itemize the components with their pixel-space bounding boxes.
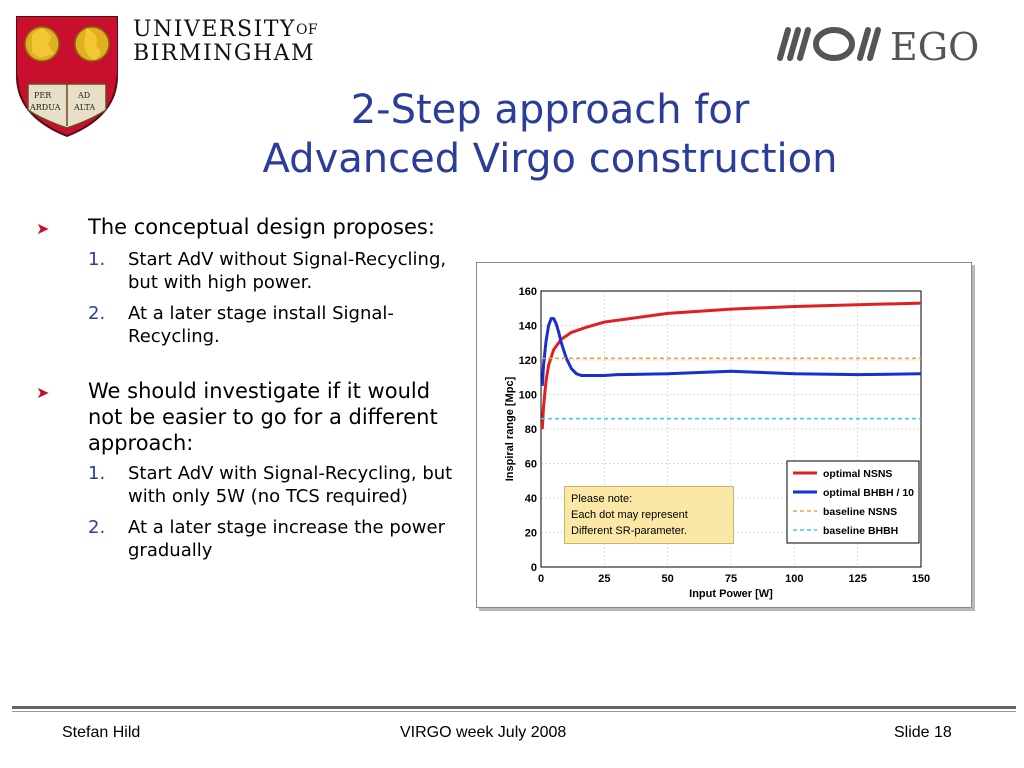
- x-tick-label: 150: [912, 573, 930, 585]
- legend-entry: baseline BHBH: [823, 525, 898, 537]
- note-line1: Please note:: [571, 493, 633, 505]
- university-crest-logo: PER AD ARDUA ALTA: [16, 16, 118, 138]
- crest-motto-ardua: ARDUA: [29, 103, 61, 112]
- sub-item: 1. Start AdV with Signal-Recycling, but …: [88, 462, 466, 508]
- university-line1: UNIVERSITY: [133, 17, 296, 42]
- y-tick-label: 0: [531, 562, 537, 574]
- footer-divider: [12, 706, 1016, 709]
- footer-author: Stefan Hild: [62, 724, 141, 741]
- sub-item-number: 2.: [88, 303, 106, 324]
- slide-title-line1: 2-Step approach for: [350, 87, 750, 133]
- y-axis-label: Inspiral range [Mpc]: [504, 376, 516, 481]
- x-tick-label: 50: [662, 573, 674, 585]
- footer-slide-number: Slide 18: [894, 724, 952, 741]
- x-tick-label: 0: [538, 573, 544, 585]
- y-tick-label: 140: [519, 321, 537, 333]
- slide-title: 2-Step approach for Advanced Virgo const…: [150, 86, 950, 184]
- sub-item: 2. At a later stage install Signal-Recyc…: [88, 302, 466, 348]
- arrow-bullet-icon: ➤: [36, 383, 50, 402]
- sub-item-text: Start AdV without Signal-Recycling, but …: [128, 249, 447, 293]
- arrow-bullet-icon: ➤: [36, 219, 50, 238]
- x-tick-label: 75: [725, 573, 737, 585]
- y-tick-label: 40: [525, 493, 537, 505]
- series-line-0: [540, 301, 922, 430]
- footer-event: VIRGO week July 2008: [400, 724, 567, 741]
- note-line2: Each dot may represent: [571, 509, 688, 521]
- sub-item-number: 1.: [88, 249, 106, 270]
- x-tick-label: 25: [598, 573, 610, 585]
- sub-item-text: At a later stage install Signal-Recyclin…: [128, 303, 394, 347]
- footer-divider-thin: [12, 711, 1016, 712]
- sub-item: 2. At a later stage increase the power g…: [88, 516, 466, 562]
- university-line2: BIRMINGHAM: [133, 41, 316, 66]
- sub-item-text: At a later stage increase the power grad…: [128, 517, 445, 561]
- y-tick-label: 80: [525, 424, 537, 436]
- plot-border: [540, 290, 922, 568]
- y-tick-label: 60: [525, 459, 537, 471]
- slide-content: ➤ The conceptual design proposes: 1. Sta…: [36, 214, 466, 570]
- legend-entry: baseline NSNS: [823, 506, 897, 518]
- y-tick-label: 20: [525, 528, 537, 540]
- bullet-2-text: We should investigate if it would not be…: [88, 379, 438, 455]
- bullet-1: ➤ The conceptual design proposes:: [36, 214, 466, 242]
- crest-motto-alta: ALTA: [73, 103, 95, 112]
- crest-motto-ad: AD: [77, 91, 90, 100]
- x-tick-label: 100: [785, 573, 803, 585]
- sub-item-text: Start AdV with Signal-Recycling, but wit…: [128, 463, 453, 507]
- series-line-1: [540, 317, 922, 386]
- chart-note: Please note: Each dot may represent Diff…: [564, 486, 734, 544]
- legend-entry: optimal BHBH / 10: [823, 487, 914, 499]
- university-of: OF: [295, 22, 319, 38]
- x-tick-label: 125: [848, 573, 866, 585]
- y-tick-label: 100: [519, 390, 537, 402]
- sub-item: 1. Start AdV without Signal-Recycling, b…: [88, 248, 466, 294]
- slide-title-line2: Advanced Virgo construction: [262, 136, 838, 182]
- ego-logo: EGO: [777, 25, 979, 69]
- chart-svg: 0 20 40 60 80 100 120 140 160 0 25 50 75 100 125 150 Inp…: [504, 286, 930, 600]
- note-line3: Different SR-parameter.: [571, 525, 687, 537]
- university-name: UNIVERSITYOF BIRMINGHAM: [133, 18, 318, 66]
- crest-motto-per: PER: [34, 91, 52, 100]
- sub-item-number: 1.: [88, 463, 106, 484]
- bullet-2: ➤ We should investigate if it would not …: [36, 378, 466, 456]
- bullet-1-text: The conceptual design proposes:: [88, 215, 435, 239]
- ego-text: EGO: [890, 25, 979, 69]
- x-axis-label: Input Power [W]: [689, 588, 773, 600]
- sub-item-number: 2.: [88, 517, 106, 538]
- y-tick-label: 120: [519, 355, 537, 367]
- inspiral-range-chart: 0 20 40 60 80 100 120 140 160 0 25 50 75 100 125 150 Inp…: [476, 262, 972, 608]
- y-tick-label: 160: [519, 286, 537, 298]
- legend-entry: optimal NSNS: [823, 468, 892, 480]
